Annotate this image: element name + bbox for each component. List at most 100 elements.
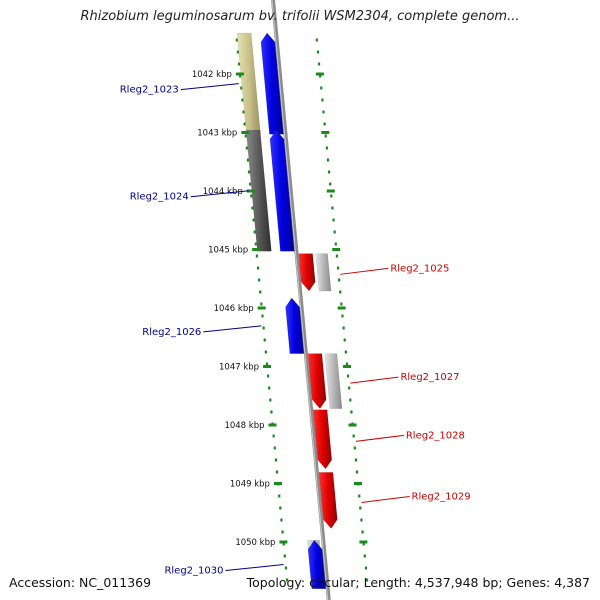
scale-dot xyxy=(365,578,369,582)
gene-Rleg2_1030[interactable] xyxy=(307,539,327,590)
scale-dot xyxy=(239,74,242,78)
scale-dot xyxy=(283,554,286,558)
scale-dot xyxy=(265,362,269,366)
feature-dark[interactable] xyxy=(245,129,272,252)
tick-mark xyxy=(337,306,346,310)
scale-dot xyxy=(354,458,357,462)
label-leader xyxy=(190,190,249,198)
gene-Rleg2_1029[interactable] xyxy=(318,472,338,529)
scale-dot xyxy=(333,230,336,234)
gene-labels: Rleg2_1023 Rleg2_1024 Rleg2_1025 Rleg2_1026… xyxy=(120,83,471,577)
label-leader xyxy=(340,267,389,275)
scale-dot xyxy=(322,110,325,114)
scale-dot xyxy=(348,386,351,390)
scale-dot xyxy=(317,62,321,66)
ruler: 1042 kbp 1043 kbp 1044 kbp 1045 kbp 1046 kbp… xyxy=(192,70,368,548)
gene-label-Rleg2_1029[interactable]: Rleg2_1029 xyxy=(412,491,471,502)
tick-label: 1048 kbp xyxy=(224,421,264,431)
gene-label-Rleg2_1025[interactable]: Rleg2_1025 xyxy=(390,263,449,274)
scale-dot xyxy=(284,566,288,570)
scale-dot xyxy=(274,458,277,462)
label-leader xyxy=(355,434,404,442)
gene-Rleg2_1024[interactable] xyxy=(269,129,295,252)
scale-dot xyxy=(259,290,262,294)
gene-label-Rleg2_1026[interactable]: Rleg2_1026 xyxy=(142,327,201,338)
scale-dot xyxy=(364,566,368,570)
genome-summary-text: Topology: circular; Length: 4,537,948 bp… xyxy=(246,575,590,590)
scale-dot xyxy=(270,410,273,414)
scale-dot xyxy=(262,326,265,330)
tick-mark xyxy=(241,131,250,134)
scale-dot xyxy=(359,506,362,510)
scale-dot xyxy=(327,170,331,174)
scale-dot xyxy=(264,350,267,354)
scale-dot xyxy=(335,254,339,258)
scale-dot xyxy=(363,554,366,558)
scale-dot xyxy=(315,38,318,42)
label-leader xyxy=(225,564,284,572)
scale-dot xyxy=(332,218,335,222)
scale-dot xyxy=(338,278,341,282)
scale-dot xyxy=(273,446,276,450)
scale-dot xyxy=(263,338,266,342)
scale-dot xyxy=(240,86,243,90)
gene-label-Rleg2_1023[interactable]: Rleg2_1023 xyxy=(120,85,179,96)
scale-dot xyxy=(241,98,244,102)
scale-dot xyxy=(244,134,247,138)
scale-dot xyxy=(253,230,256,234)
scale-dot xyxy=(358,494,361,498)
scale-dot xyxy=(254,242,257,246)
gene-label-Rleg2_1024[interactable]: Rleg2_1024 xyxy=(130,192,189,203)
tick-mark xyxy=(353,482,362,485)
tick-label: 1043 kbp xyxy=(197,129,237,139)
tick-label: 1042 kbp xyxy=(192,70,232,80)
gene-Rleg2_1025[interactable] xyxy=(298,253,316,292)
tick-mark xyxy=(326,189,335,193)
map-title: Rhizobium leguminosarum bv. trifolii WSM… xyxy=(80,9,520,24)
scale-dot xyxy=(330,194,333,198)
gene-Rleg2_1026[interactable] xyxy=(285,297,305,354)
tick-label: 1044 kbp xyxy=(203,187,243,197)
scale-dot xyxy=(237,62,241,66)
tick-mark xyxy=(332,248,341,251)
scale-dot xyxy=(256,266,260,270)
tick-mark xyxy=(263,365,272,368)
gene-label-Rleg2_1028[interactable]: Rleg2_1028 xyxy=(406,430,465,441)
accession-text: Accession: NC_011369 xyxy=(9,575,152,590)
label-leader xyxy=(350,376,399,384)
gene-label-Rleg2_1030[interactable]: Rleg2_1030 xyxy=(164,566,223,577)
scale-dot xyxy=(242,110,245,114)
tick-mark xyxy=(252,248,261,251)
scale-dot xyxy=(325,146,328,150)
scale-dot xyxy=(340,302,343,306)
scale-dot xyxy=(236,50,240,54)
scale-dot xyxy=(235,38,238,42)
scale-dot xyxy=(246,158,250,162)
feature-pseudo[interactable] xyxy=(236,32,261,135)
scale-dot xyxy=(272,434,275,438)
scale-dot xyxy=(285,578,289,582)
backbone-highlight xyxy=(271,0,329,600)
scale-dot xyxy=(245,146,248,150)
feature-grey[interactable] xyxy=(324,353,343,409)
gene-Rleg2_1027[interactable] xyxy=(307,353,327,410)
gene-label-Rleg2_1027[interactable]: Rleg2_1027 xyxy=(400,372,459,383)
scale-dot xyxy=(336,266,340,270)
genome-backbone xyxy=(271,0,331,600)
scale-dot xyxy=(331,206,334,210)
scale-dot xyxy=(252,218,255,222)
scale-dot xyxy=(243,122,246,126)
scale-dot xyxy=(352,434,355,438)
tick-label: 1047 kbp xyxy=(219,363,259,373)
scale-dot xyxy=(349,398,352,402)
feature-grey[interactable] xyxy=(315,253,332,292)
tick-mark xyxy=(321,131,330,134)
tick-mark xyxy=(273,482,282,485)
label-leader xyxy=(361,495,410,503)
gene-Rleg2_1028[interactable] xyxy=(312,409,333,470)
scale-dot xyxy=(346,374,350,378)
scale-dot xyxy=(279,506,282,510)
scale-dot xyxy=(343,338,346,342)
scale-dot xyxy=(339,290,342,294)
scale-dot xyxy=(342,326,345,330)
